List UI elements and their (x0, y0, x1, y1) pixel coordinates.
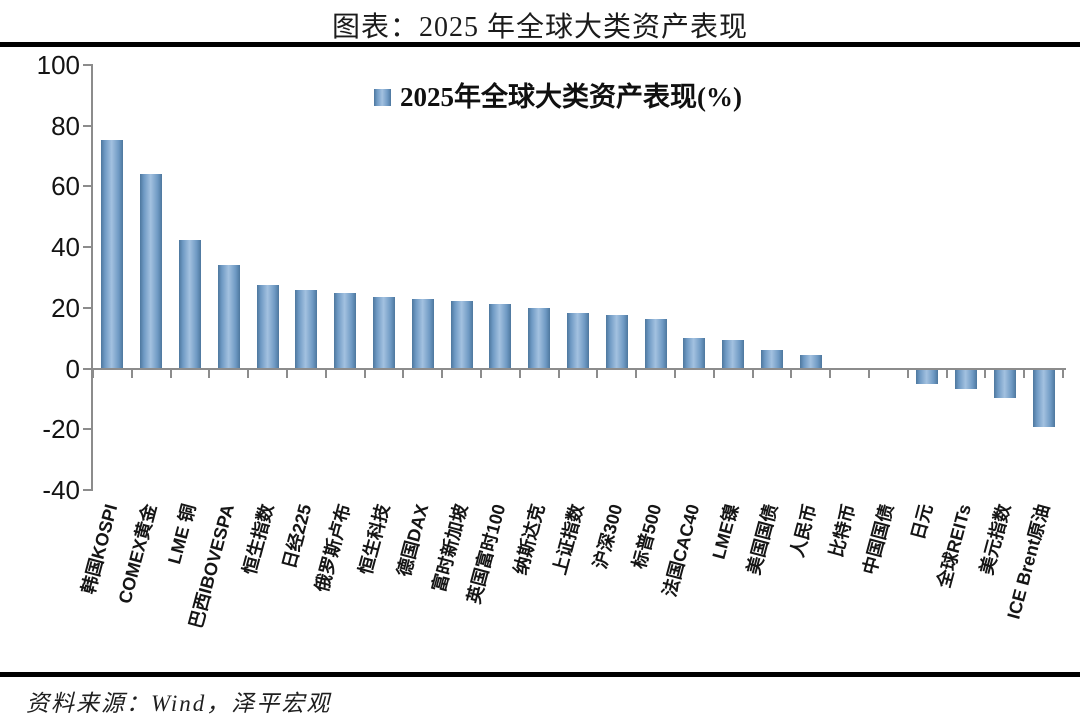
x-axis-tick (984, 369, 987, 378)
x-axis-tick (674, 369, 676, 378)
y-axis-tick (83, 64, 93, 66)
category-label: 德国DAX (393, 502, 433, 579)
y-axis-label: 100 (36, 50, 80, 80)
bar (101, 139, 124, 369)
bar (217, 265, 240, 369)
category-label: 恒生指数 (238, 502, 277, 577)
top-divider-rule (0, 42, 1080, 47)
category-label: 美国国债 (743, 502, 782, 577)
page-title: 图表：2025 年全球大类资产表现 (331, 12, 748, 43)
x-axis-tick (1023, 369, 1026, 378)
y-axis-label: 60 (51, 171, 80, 202)
category-label: 上证指数 (549, 502, 588, 577)
y-axis-tick (83, 428, 93, 431)
x-axis-tick (402, 369, 405, 378)
x-axis-tick (945, 369, 948, 378)
x-axis-tick (286, 369, 288, 378)
bottom-divider-rule (0, 672, 1080, 677)
x-axis-tick (441, 369, 444, 378)
bar (489, 303, 512, 369)
category-label: 比特币 (825, 502, 859, 560)
y-axis-label: 40 (51, 232, 80, 263)
x-axis-tick (480, 369, 482, 378)
x-axis-tick (790, 369, 793, 378)
category-label: LME 铜 (164, 502, 200, 567)
bar (140, 174, 163, 369)
category-label: LME镍 (708, 502, 743, 562)
bar (179, 240, 201, 369)
bar (683, 337, 706, 369)
y-axis-tick (83, 185, 93, 188)
y-axis-label: 0 (65, 353, 80, 384)
y-axis-tick (83, 367, 93, 370)
bar (334, 293, 357, 369)
y-axis-tick (83, 489, 93, 491)
legend-series-marker-icon (374, 89, 391, 106)
x-axis-tick (596, 369, 599, 378)
category-label: 人民币 (786, 502, 821, 560)
x-axis-tick (518, 369, 521, 378)
source-attribution: 资料来源：Wind，泽平宏观 (26, 691, 332, 716)
bar (761, 350, 783, 369)
legend-series-label: 2025年全球大类资产表现(%) (400, 82, 742, 112)
y-axis-tick (83, 124, 93, 127)
category-label: 韩国KOSPI (78, 502, 122, 597)
category-label: 标普500 (628, 502, 665, 571)
x-axis-tick (363, 369, 366, 378)
x-axis-tick (868, 369, 870, 378)
x-axis-tick (130, 369, 133, 378)
bar (256, 284, 279, 369)
category-label: 美元指数 (976, 502, 1015, 577)
x-axis-tick (829, 369, 832, 378)
bar (567, 312, 589, 369)
x-axis-tick (169, 369, 172, 378)
category-label: COMEX黄金 (114, 502, 161, 606)
x-axis-tick (208, 369, 211, 378)
bar (295, 289, 318, 369)
x-axis-tick (324, 369, 327, 378)
category-label: 沪深300 (589, 502, 627, 571)
bar (450, 300, 473, 369)
x-axis (91, 367, 1066, 370)
y-axis-label: 20 (51, 292, 80, 323)
y-axis-label: -20 (42, 414, 80, 445)
x-axis-tick (712, 369, 715, 378)
category-label: 纳斯达克 (510, 502, 549, 577)
y-axis (91, 65, 93, 490)
bar (528, 307, 551, 369)
chart-legend: 2025年全球大类资产表现(%) (374, 84, 742, 111)
category-label: 俄罗斯卢布 (311, 502, 355, 595)
category-label: 日元 (907, 502, 937, 542)
y-axis-tick (83, 306, 93, 309)
category-label: 日经225 (279, 502, 316, 571)
x-axis-tick (906, 369, 909, 378)
x-axis-tick (247, 369, 250, 378)
x-axis-tick (92, 369, 94, 378)
bar (373, 297, 395, 369)
bar (411, 299, 434, 369)
bar (605, 314, 628, 369)
bar (916, 369, 939, 385)
category-label: 中国国债 (859, 502, 898, 577)
bar (955, 369, 977, 389)
x-axis-tick (751, 369, 754, 378)
category-label: 英国富时100 (463, 502, 510, 606)
x-axis-tick (1062, 369, 1064, 378)
category-label: 全球REITs (933, 502, 976, 590)
x-axis-tick (557, 369, 560, 378)
bar (1032, 369, 1055, 428)
x-axis-tick (635, 369, 638, 378)
bar (993, 369, 1016, 399)
category-label: 法国CAC40 (659, 502, 704, 599)
bar (722, 340, 745, 369)
category-label: 恒生科技 (355, 502, 394, 577)
bar (644, 319, 667, 369)
y-axis-label: -40 (42, 475, 80, 505)
category-label: 富时新加坡 (428, 502, 471, 595)
bar (799, 355, 822, 369)
y-axis-tick (83, 246, 93, 249)
y-axis-label: 80 (51, 110, 80, 141)
